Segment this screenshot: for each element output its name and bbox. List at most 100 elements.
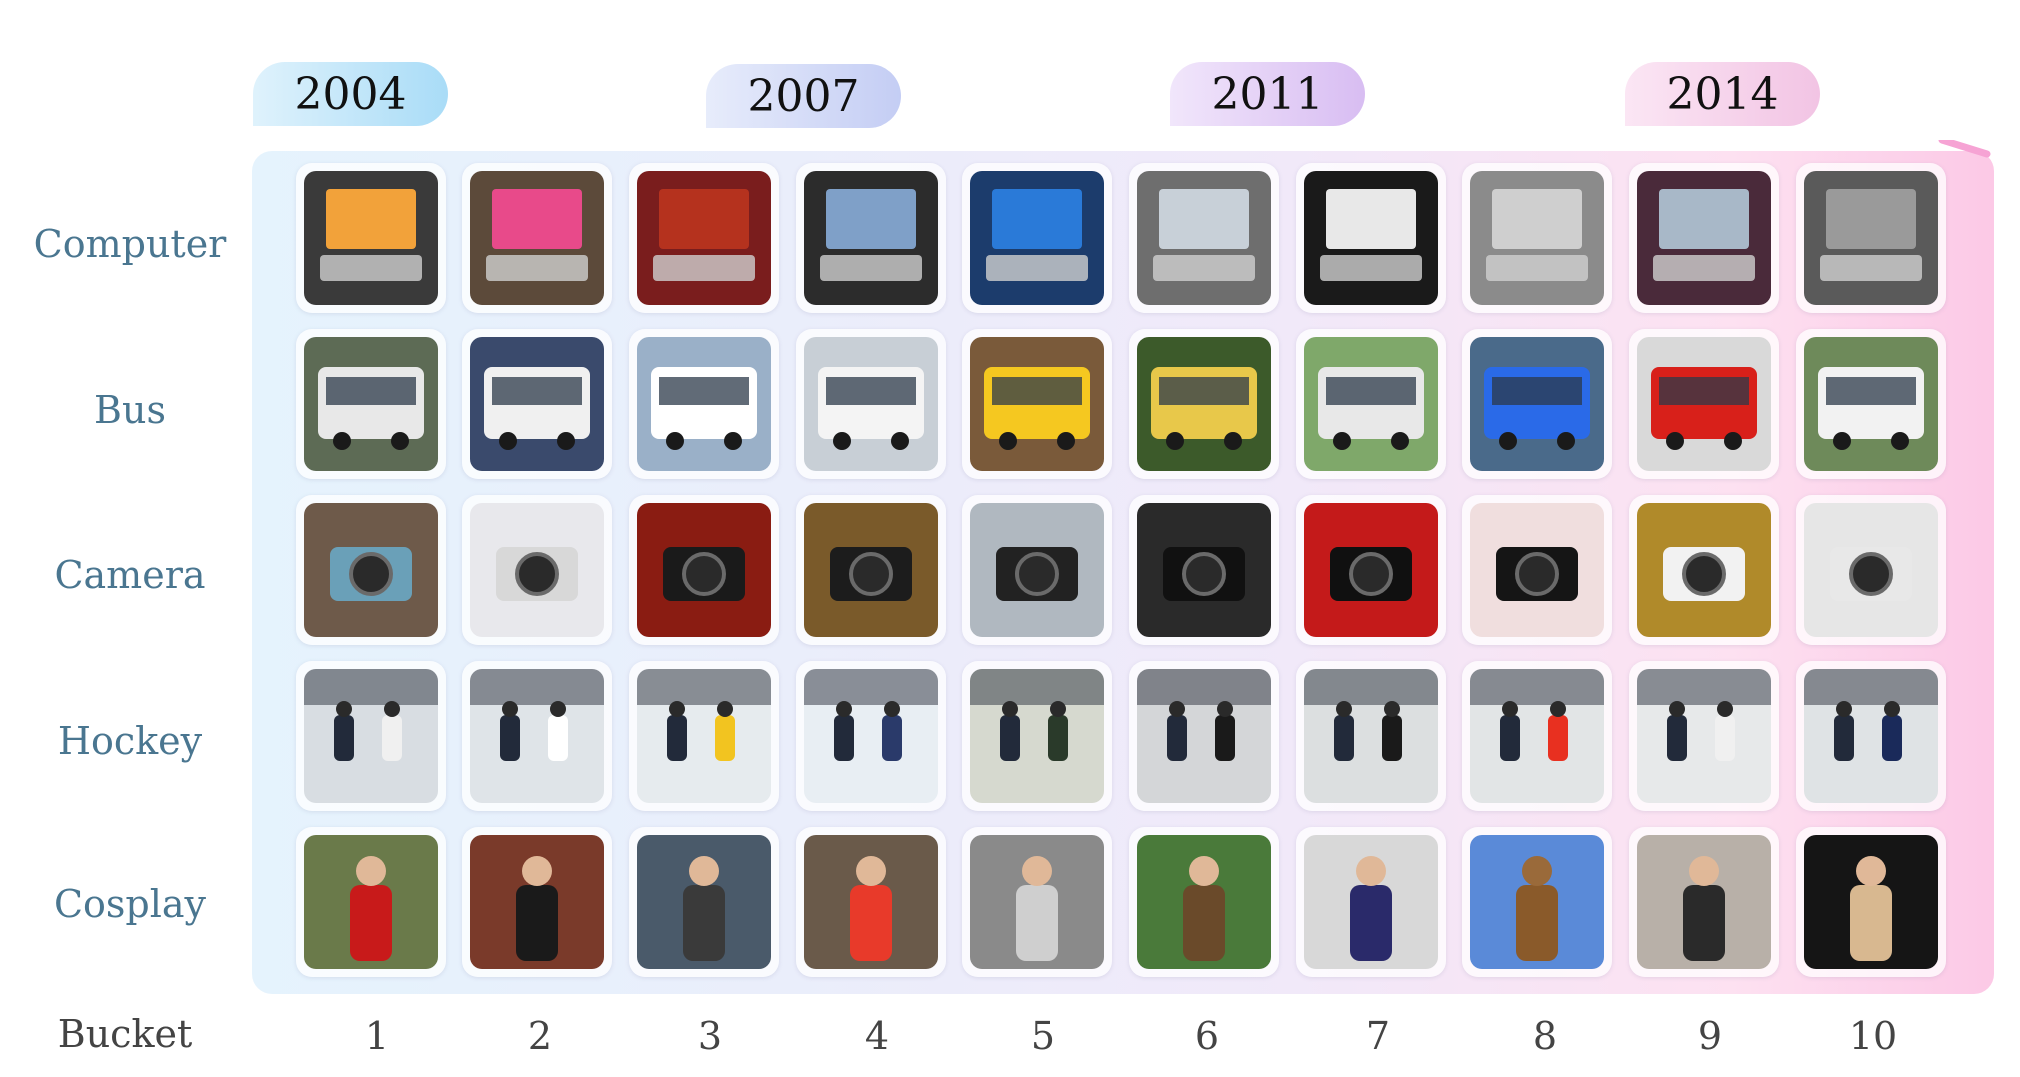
thumbnail-cell [1462, 495, 1612, 645]
thumbnail-cell [629, 827, 779, 977]
cosplay-portrait-image [1804, 835, 1938, 969]
thumbnail-cell [1129, 827, 1279, 977]
photographer-image [970, 503, 1104, 637]
person-with-camera-image [304, 503, 438, 637]
row-label-hockey: Hockey [57, 719, 203, 763]
year-pill-2011: 2011 [1170, 62, 1365, 126]
thumbnail-cell [462, 495, 612, 645]
timeline-arrow [262, 140, 1991, 158]
desktop-pc-image [470, 171, 604, 305]
thumbnail-cell [796, 661, 946, 811]
red-double-decker-image [1637, 337, 1771, 471]
year-pill-2004: 2004 [253, 62, 448, 126]
bear-mascot-image [1470, 835, 1604, 969]
bucket-label-2: 2 [527, 1014, 553, 1058]
thumbnail-cell [296, 495, 446, 645]
year-pill-2014: 2014 [1625, 62, 1820, 126]
thumbnail-cell [296, 661, 446, 811]
coach-bus-image [1304, 337, 1438, 471]
row-label-camera: Camera [54, 553, 206, 597]
cosplay-crowd-image [970, 835, 1104, 969]
slr-camera-image [804, 503, 938, 637]
macbook-image [1470, 171, 1604, 305]
laptops-store-image [637, 171, 771, 305]
thumbnail-cell [796, 163, 946, 313]
mario-peach-image [804, 835, 938, 969]
thumbnail-cell [1296, 827, 1446, 977]
cosplay-robot-image [637, 835, 771, 969]
thumbnail-cell [1462, 329, 1612, 479]
hockey-red-team-image [1470, 669, 1604, 803]
thumbnail-cell [462, 329, 612, 479]
thumbnail-cell [796, 827, 946, 977]
white-bus-image [1804, 337, 1938, 471]
double-decker-white-image [637, 337, 771, 471]
thumbnail-cell [1129, 163, 1279, 313]
bucket-label-5: 5 [1030, 1014, 1056, 1058]
year-pill-2007: 2007 [706, 64, 901, 128]
thumbnail-cell [296, 329, 446, 479]
bucket-label-3: 3 [697, 1014, 723, 1058]
hockey-net-image [1304, 669, 1438, 803]
thumbnail-cell [1629, 329, 1779, 479]
compact-white-camera-image [1637, 503, 1771, 637]
rangefinder-camera-image [1804, 503, 1938, 637]
thumbnail-cell [962, 163, 1112, 313]
laptop-windows-image [970, 171, 1104, 305]
person-at-pc-image [804, 171, 938, 305]
row-label-bus: Bus [94, 388, 166, 432]
bucket-axis-title: Bucket [57, 1012, 193, 1056]
thumbnail-cell [962, 661, 1112, 811]
thumbnail-cell [1296, 495, 1446, 645]
laptop-sunflower-image [304, 171, 438, 305]
thumbnail-cell [1296, 329, 1446, 479]
thumbnail-cell [796, 329, 946, 479]
thumbnail-cell [629, 163, 779, 313]
thumbnail-cell [462, 661, 612, 811]
hockey-rink-image [804, 669, 938, 803]
thumbnail-cell [1296, 163, 1446, 313]
thumbnail-cell [1629, 661, 1779, 811]
thumbnail-cell [462, 163, 612, 313]
thumbnail-cell [962, 329, 1112, 479]
thumbnail-cell [629, 495, 779, 645]
hockey-players-image [304, 669, 438, 803]
typing-keyboard-image [1804, 171, 1938, 305]
cosplay-street-image [1304, 835, 1438, 969]
thumbnail-cell [1796, 163, 1946, 313]
bucket-label-9: 9 [1697, 1014, 1723, 1058]
bucket-label-4: 4 [864, 1014, 890, 1058]
hockey-match-image [1137, 669, 1271, 803]
bucket-label-1: 1 [364, 1014, 390, 1058]
thumbnail-cell [1629, 495, 1779, 645]
nikon-dslr-image [1304, 503, 1438, 637]
thumbnail-cell [296, 827, 446, 977]
bucket-label-6: 6 [1194, 1014, 1220, 1058]
thumbnail-cell [796, 495, 946, 645]
thumbnail-cell [1462, 661, 1612, 811]
thumbnail-cell [1462, 163, 1612, 313]
fur-costume-image [1137, 835, 1271, 969]
black-dslr-image [1470, 503, 1604, 637]
row-label-cosplay: Cosplay [53, 882, 207, 926]
thumbnail-cell [1629, 827, 1779, 977]
row-label-computer: Computer [33, 222, 227, 266]
hockey-skater-image [470, 669, 604, 803]
thumbnail-cell [1796, 661, 1946, 811]
bucket-label-8: 8 [1532, 1014, 1558, 1058]
city-bus-front-image [804, 337, 938, 471]
hockey-players-white-image [1637, 669, 1771, 803]
yellow-bus-image [970, 337, 1104, 471]
thumbnail-cell [962, 495, 1112, 645]
thumbnail-cell [1796, 495, 1946, 645]
laptop-open-image [1637, 171, 1771, 305]
thumbnail-cell [1129, 329, 1279, 479]
thumbnail-cell [1129, 495, 1279, 645]
school-bus-image [1137, 337, 1271, 471]
thumbnail-cell [296, 163, 446, 313]
thumbnail-cell [629, 329, 779, 479]
vintage-camera-image [470, 503, 604, 637]
city-bus-image [470, 337, 604, 471]
star-wars-cosplay-image [304, 835, 438, 969]
thumbnail-cell [1629, 163, 1779, 313]
